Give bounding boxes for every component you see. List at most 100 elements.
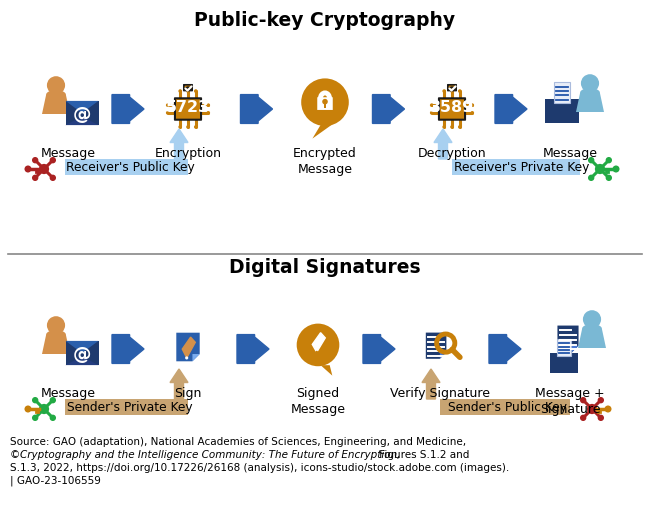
Circle shape xyxy=(186,125,190,129)
Polygon shape xyxy=(170,129,188,159)
Polygon shape xyxy=(489,334,521,363)
Circle shape xyxy=(430,111,434,115)
Polygon shape xyxy=(66,357,99,365)
Polygon shape xyxy=(182,337,195,358)
FancyBboxPatch shape xyxy=(65,159,188,175)
Ellipse shape xyxy=(580,88,600,97)
Text: Encryption: Encryption xyxy=(155,147,222,160)
Text: 3589: 3589 xyxy=(430,100,474,115)
Circle shape xyxy=(583,310,601,328)
Polygon shape xyxy=(434,129,452,159)
Circle shape xyxy=(587,404,597,414)
FancyBboxPatch shape xyxy=(550,353,578,373)
Circle shape xyxy=(471,103,474,107)
FancyBboxPatch shape xyxy=(65,399,188,415)
Text: Receiver's Public Key: Receiver's Public Key xyxy=(66,160,194,174)
Circle shape xyxy=(301,78,349,126)
Ellipse shape xyxy=(582,324,602,332)
Circle shape xyxy=(49,415,56,421)
Circle shape xyxy=(32,397,38,403)
Circle shape xyxy=(580,397,586,403)
Circle shape xyxy=(606,175,612,181)
Polygon shape xyxy=(192,354,200,361)
Text: Cryptography and the Intelligence Community: The Future of Encryption,: Cryptography and the Intelligence Commun… xyxy=(20,450,400,460)
Text: Sender's Private Key: Sender's Private Key xyxy=(67,401,193,413)
Polygon shape xyxy=(426,332,447,359)
Circle shape xyxy=(597,397,604,403)
Circle shape xyxy=(32,415,38,421)
Circle shape xyxy=(450,89,454,93)
Polygon shape xyxy=(237,334,269,363)
Polygon shape xyxy=(372,95,404,123)
Circle shape xyxy=(25,165,31,173)
Circle shape xyxy=(612,165,619,173)
Circle shape xyxy=(443,125,446,129)
Polygon shape xyxy=(363,334,395,363)
Circle shape xyxy=(588,157,594,163)
Circle shape xyxy=(471,111,474,115)
Circle shape xyxy=(430,103,434,107)
Circle shape xyxy=(25,406,31,412)
Ellipse shape xyxy=(46,90,66,99)
Text: Digital Signatures: Digital Signatures xyxy=(229,258,421,277)
Circle shape xyxy=(194,125,198,129)
Circle shape xyxy=(49,175,56,181)
Text: Message: Message xyxy=(40,387,96,400)
FancyBboxPatch shape xyxy=(439,98,465,120)
Polygon shape xyxy=(42,334,70,354)
FancyBboxPatch shape xyxy=(557,339,571,356)
Circle shape xyxy=(39,164,49,174)
Text: Public-key Cryptography: Public-key Cryptography xyxy=(194,11,456,30)
Polygon shape xyxy=(66,341,99,353)
Text: Signed
Message: Signed Message xyxy=(291,387,346,416)
FancyBboxPatch shape xyxy=(184,85,192,91)
Polygon shape xyxy=(578,328,606,348)
Circle shape xyxy=(604,406,612,412)
Polygon shape xyxy=(545,99,578,110)
Polygon shape xyxy=(572,346,578,352)
Circle shape xyxy=(458,89,462,93)
Polygon shape xyxy=(112,95,144,123)
FancyBboxPatch shape xyxy=(452,159,580,175)
Polygon shape xyxy=(42,94,70,114)
Polygon shape xyxy=(422,369,440,399)
Circle shape xyxy=(166,103,170,107)
FancyBboxPatch shape xyxy=(324,102,326,108)
Text: | GAO-23-106559: | GAO-23-106559 xyxy=(10,476,101,487)
Circle shape xyxy=(207,111,210,115)
Circle shape xyxy=(32,157,38,163)
Text: Sign: Sign xyxy=(174,387,202,400)
Polygon shape xyxy=(495,95,527,123)
Polygon shape xyxy=(112,334,144,363)
Text: Decryption: Decryption xyxy=(418,147,486,160)
Polygon shape xyxy=(66,101,99,113)
Circle shape xyxy=(194,89,198,93)
Circle shape xyxy=(443,89,446,93)
Text: Encrypted
Message: Encrypted Message xyxy=(293,147,357,176)
Circle shape xyxy=(458,125,462,129)
Circle shape xyxy=(580,415,586,421)
FancyBboxPatch shape xyxy=(66,101,99,125)
Circle shape xyxy=(296,324,339,366)
Circle shape xyxy=(49,397,56,403)
Polygon shape xyxy=(313,125,332,138)
Polygon shape xyxy=(176,333,200,361)
Circle shape xyxy=(315,351,318,354)
FancyBboxPatch shape xyxy=(545,99,578,123)
FancyBboxPatch shape xyxy=(448,85,456,91)
Text: Sender's Public Key: Sender's Public Key xyxy=(448,401,567,413)
Polygon shape xyxy=(170,369,188,399)
FancyBboxPatch shape xyxy=(554,82,571,103)
Circle shape xyxy=(166,111,170,115)
Text: Message: Message xyxy=(40,147,96,160)
Text: Verify Signature: Verify Signature xyxy=(390,387,490,400)
Circle shape xyxy=(185,356,188,359)
FancyBboxPatch shape xyxy=(66,341,99,365)
Text: Message +
Signature: Message + Signature xyxy=(535,387,604,416)
Text: @: @ xyxy=(73,106,91,124)
Circle shape xyxy=(178,125,182,129)
Circle shape xyxy=(207,103,210,107)
Polygon shape xyxy=(576,93,604,112)
Text: S.1.3, 2022, https://doi.org/10.17226/26168 (analysis), icons-studio/stock.adobe: S.1.3, 2022, https://doi.org/10.17226/26… xyxy=(10,463,509,473)
Ellipse shape xyxy=(46,330,66,338)
